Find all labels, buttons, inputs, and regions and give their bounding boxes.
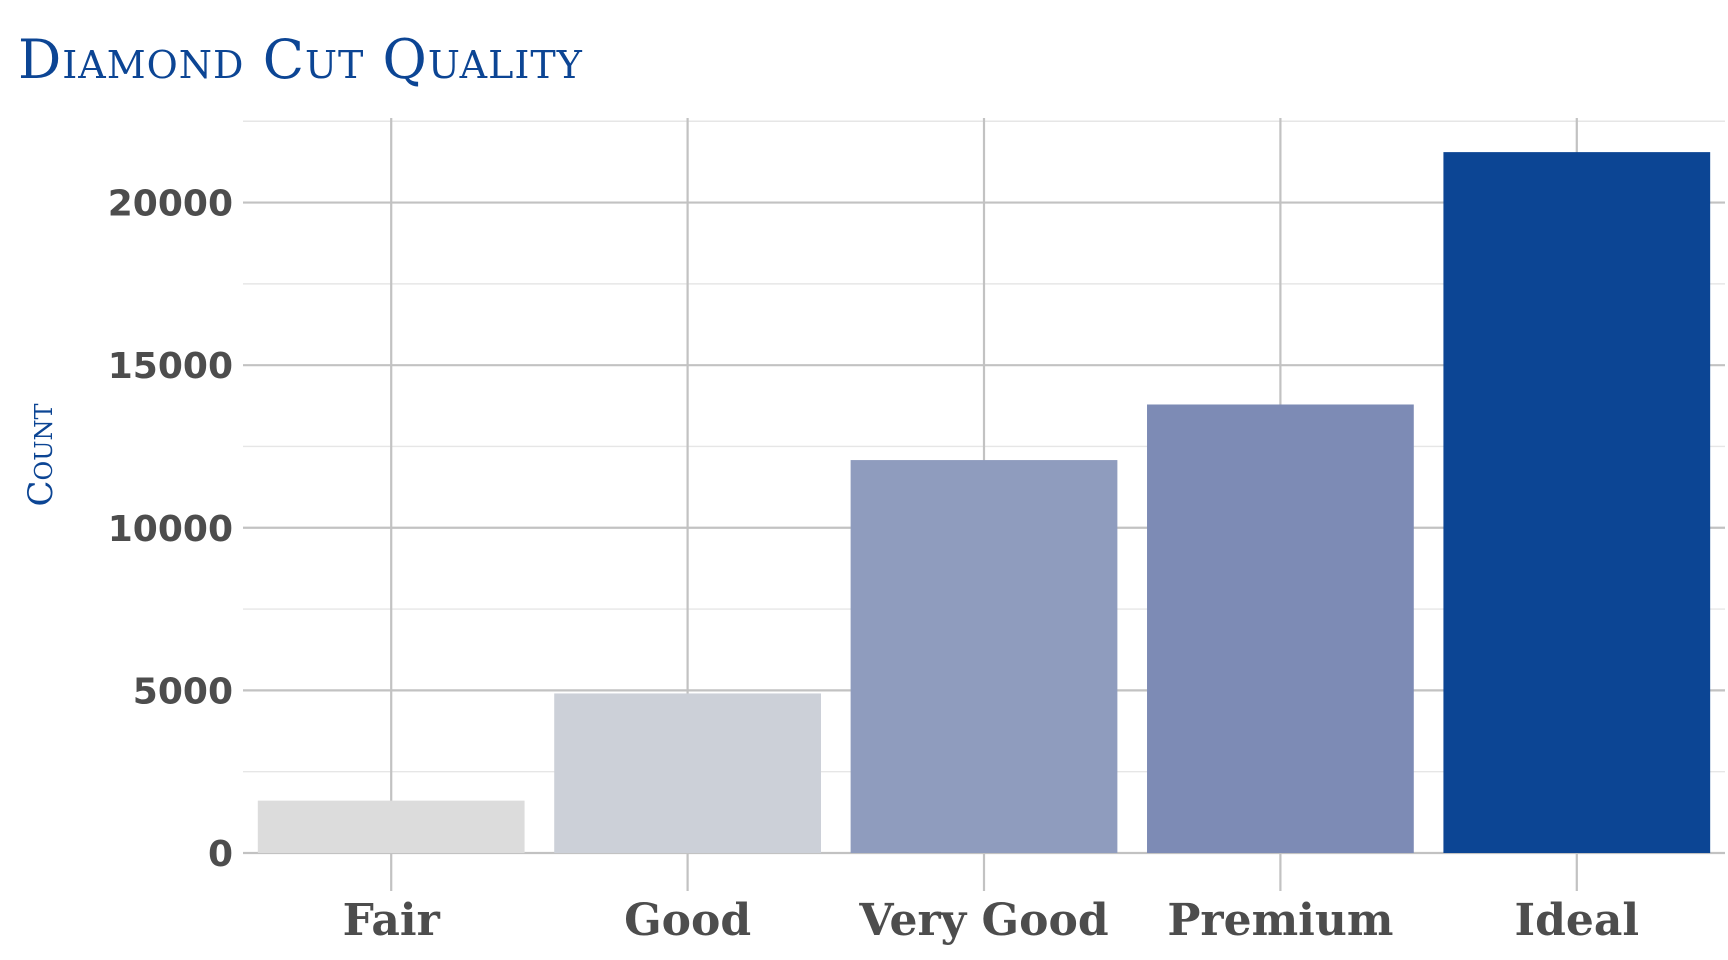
bar-very-good [850, 460, 1118, 853]
x-tick-label: Premium [1167, 895, 1393, 946]
bars [257, 152, 1711, 853]
x-tick-label: Fair [343, 895, 441, 946]
x-tick-label: Very Good [858, 895, 1108, 946]
y-axis-ticks: 0 5000 10000 15000 20000 [108, 184, 233, 875]
bar-premium [1147, 404, 1414, 853]
bar-ideal [1443, 152, 1711, 853]
bar-fair [257, 800, 525, 853]
bar-good [554, 693, 821, 853]
y-tick-label: 5000 [133, 671, 233, 712]
chart-title: Diamond Cut Quality [18, 28, 583, 91]
y-tick-label: 15000 [108, 346, 233, 387]
x-axis-ticks: Fair Good Very Good Premium Ideal [343, 895, 1640, 946]
x-tick-label: Good [624, 895, 751, 946]
y-tick-label: 0 [208, 834, 233, 875]
x-tick-label: Ideal [1515, 895, 1640, 946]
y-axis-label: Count [21, 404, 61, 507]
y-tick-label: 20000 [108, 184, 233, 225]
y-tick-label: 10000 [108, 509, 233, 550]
